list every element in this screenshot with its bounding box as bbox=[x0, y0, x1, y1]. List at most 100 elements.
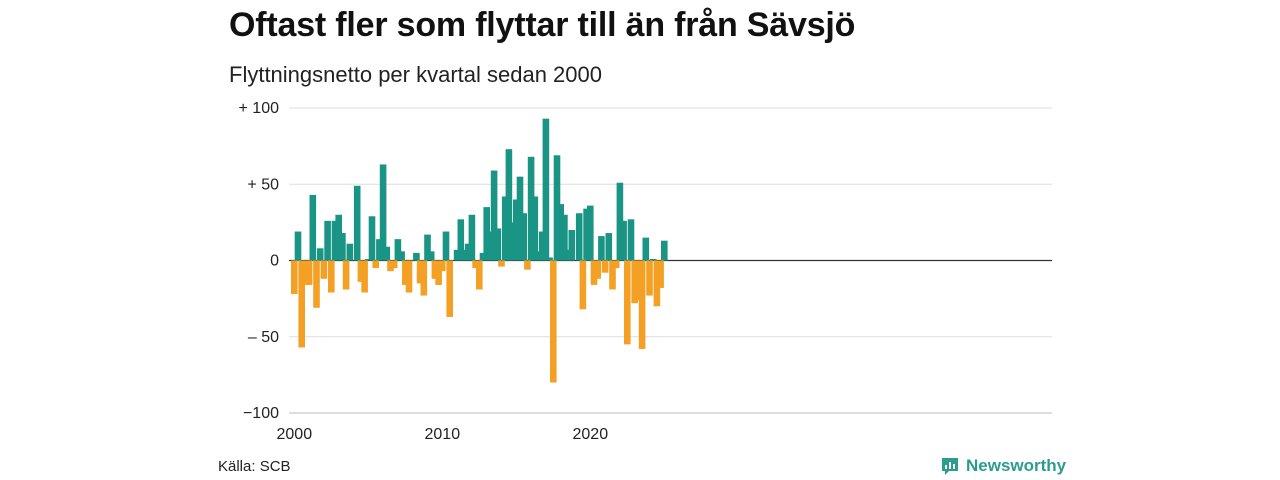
bar bbox=[531, 196, 539, 261]
x-axis-ticks: 2000 2010 2020 bbox=[277, 426, 609, 443]
bar bbox=[368, 216, 376, 261]
bar bbox=[394, 239, 402, 261]
bar bbox=[320, 260, 328, 279]
bar bbox=[346, 243, 354, 261]
bar bbox=[383, 246, 391, 261]
bar bbox=[627, 219, 635, 261]
y-tick-label: 0 bbox=[270, 253, 279, 270]
bar bbox=[298, 260, 305, 348]
bar bbox=[579, 260, 587, 310]
bar bbox=[453, 249, 461, 261]
bar bbox=[546, 257, 553, 261]
bar bbox=[520, 213, 527, 261]
bar bbox=[501, 196, 509, 261]
bar bbox=[439, 260, 446, 272]
bar bbox=[387, 260, 394, 272]
bar bbox=[328, 260, 335, 293]
bar bbox=[457, 219, 465, 261]
y-axis-ticks: + 100 + 50 0 – 50 −100 bbox=[239, 100, 280, 422]
y-tick-label: + 50 bbox=[247, 176, 279, 193]
bar bbox=[538, 231, 546, 261]
bar bbox=[442, 231, 450, 261]
bar bbox=[624, 260, 631, 345]
x-tick-label: 2010 bbox=[425, 426, 461, 443]
bar bbox=[631, 260, 638, 304]
bar bbox=[316, 248, 324, 261]
bar bbox=[524, 260, 531, 270]
bar bbox=[305, 260, 313, 285]
bar bbox=[390, 260, 398, 269]
bar bbox=[479, 252, 487, 261]
bar bbox=[616, 182, 624, 261]
bar bbox=[661, 240, 668, 261]
bar bbox=[601, 260, 609, 273]
bar-chart: + 100 + 50 0 – 50 −100 2000 2010 2020 bbox=[239, 100, 1052, 443]
brand-name: Newsworthy bbox=[966, 456, 1067, 475]
bar bbox=[490, 170, 498, 261]
bar bbox=[505, 149, 513, 261]
bar bbox=[638, 260, 646, 349]
bar bbox=[550, 260, 557, 383]
bar bbox=[605, 233, 613, 261]
bar bbox=[564, 249, 572, 261]
bar-chart-speech-bubble-icon bbox=[942, 458, 958, 475]
bar bbox=[416, 260, 424, 284]
bar bbox=[513, 199, 520, 261]
bar bbox=[413, 252, 420, 261]
bar bbox=[313, 260, 320, 308]
bar bbox=[353, 185, 361, 261]
bar bbox=[446, 260, 453, 317]
bar bbox=[464, 243, 472, 261]
bar bbox=[509, 222, 516, 261]
chart-subtitle: Flyttningsnetto per kvartal sedan 2000 bbox=[229, 62, 603, 87]
bar bbox=[427, 251, 435, 261]
bar bbox=[527, 156, 535, 261]
bar bbox=[487, 231, 494, 261]
bar bbox=[331, 220, 339, 261]
bars bbox=[291, 118, 668, 383]
bar bbox=[302, 260, 309, 285]
bar bbox=[379, 164, 387, 261]
bar bbox=[402, 260, 409, 285]
bar bbox=[335, 214, 342, 261]
bar bbox=[561, 214, 568, 261]
bar bbox=[342, 260, 350, 290]
y-tick-label: – 50 bbox=[248, 329, 279, 346]
source-label: Källa: SCB bbox=[218, 458, 291, 475]
bar bbox=[361, 260, 368, 293]
bar bbox=[324, 220, 331, 261]
bar bbox=[309, 194, 317, 261]
bar bbox=[494, 228, 502, 261]
bar bbox=[583, 208, 590, 261]
bar bbox=[468, 214, 476, 261]
bar bbox=[435, 260, 442, 285]
bar bbox=[476, 260, 483, 290]
bar bbox=[424, 234, 431, 261]
chart-title: Oftast fler som flyttar till än från Säv… bbox=[229, 6, 856, 44]
bar bbox=[590, 260, 598, 285]
bar bbox=[498, 260, 505, 267]
bar bbox=[405, 260, 413, 293]
bar bbox=[575, 213, 583, 261]
y-tick-label: −100 bbox=[243, 405, 279, 422]
bar bbox=[653, 260, 661, 307]
x-tick-label: 2000 bbox=[277, 426, 313, 443]
bar bbox=[372, 260, 379, 269]
bar bbox=[598, 236, 605, 261]
bar bbox=[294, 231, 302, 261]
bar bbox=[535, 251, 542, 261]
bar bbox=[620, 220, 627, 261]
bar bbox=[376, 239, 383, 261]
bar bbox=[609, 260, 616, 290]
bar bbox=[542, 118, 550, 261]
bar bbox=[398, 251, 405, 261]
bar bbox=[483, 207, 490, 261]
bar bbox=[365, 258, 372, 261]
bar bbox=[646, 260, 653, 296]
bar bbox=[568, 230, 576, 261]
bar bbox=[635, 260, 642, 301]
brand-logo[interactable]: Newsworthy bbox=[940, 456, 1066, 476]
bar bbox=[461, 249, 468, 261]
bar bbox=[431, 260, 439, 279]
bar bbox=[291, 260, 298, 295]
